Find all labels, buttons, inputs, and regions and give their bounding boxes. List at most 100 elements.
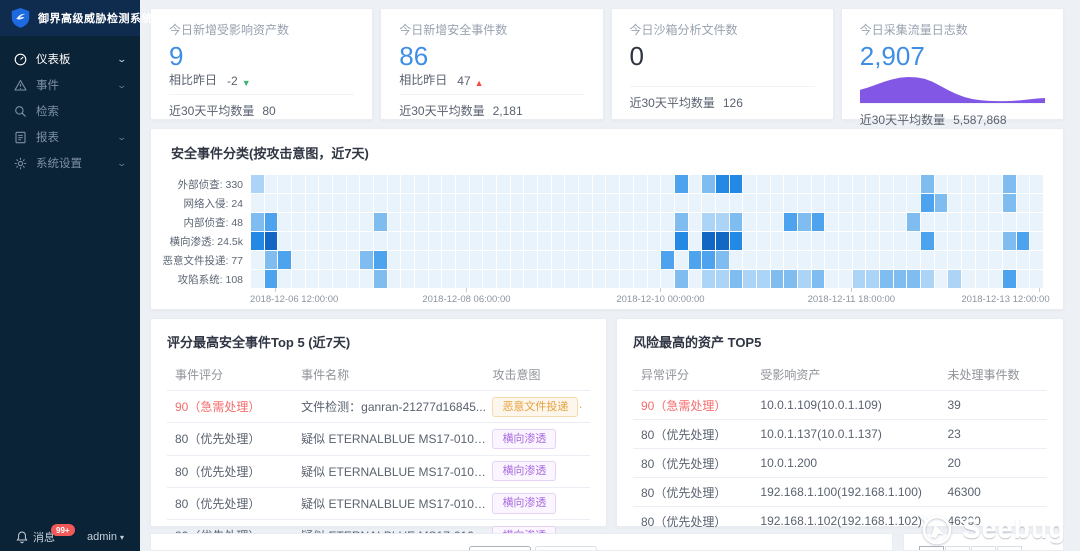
heatmap-cell	[674, 175, 688, 193]
compare-yesterday: 相比昨日 47 ▲	[399, 72, 484, 88]
heatmap-cell	[510, 175, 524, 193]
heatmap-cell	[264, 270, 278, 288]
heatmap-cell	[743, 194, 756, 212]
heatmap-cell	[305, 232, 319, 250]
heatmap-cell	[866, 251, 879, 269]
heatmap-cell	[606, 175, 620, 193]
heatmap-cell	[278, 270, 292, 288]
heatmap-cell	[825, 270, 838, 288]
heatmap-cell	[579, 251, 592, 269]
heatmap-cell	[688, 232, 702, 250]
heatmap-cell	[797, 194, 811, 212]
table-header-row: 异常评分 受影响资产 未处理事件数	[633, 361, 1047, 391]
heatmap-cell	[333, 175, 346, 193]
partial-pager-button[interactable]	[945, 546, 970, 550]
table-row[interactable]: 80（优先处理） 192.168.1.102(192.168.1.102) 4630…	[633, 507, 1047, 536]
heatmap-cell	[1030, 194, 1043, 212]
heatmap-cell	[633, 232, 647, 250]
bell-icon[interactable]	[16, 530, 28, 544]
partial-toggle-button[interactable]	[535, 546, 597, 550]
heatmap-cell	[278, 251, 292, 269]
heatmap-cell	[920, 232, 934, 250]
heatmap-cell	[510, 232, 524, 250]
heatmap-cell	[1016, 232, 1030, 250]
table-row[interactable]: 90（急需处理） 10.0.1.109(10.0.1.109) 39	[633, 391, 1047, 420]
table-row[interactable]: 80（优先处理） 疑似 ETERNALBLUE MS17-010 堆喷横向渗透	[167, 456, 590, 488]
sidebar-item-label: 系统设置	[36, 158, 82, 170]
heatmap-cell	[893, 232, 907, 250]
heatmap-cell	[579, 175, 592, 193]
table-cell: 46300	[947, 514, 981, 528]
table-row[interactable]: 80（优先处理） 疑似 ETERNALBLUE MS17-010 堆喷横向渗透	[167, 488, 590, 521]
heatmap-cell	[743, 232, 756, 250]
search-icon	[14, 105, 27, 118]
heatmap-cell	[1030, 213, 1043, 231]
heatmap-cell	[975, 175, 989, 193]
chevron-down-icon: ⌄	[116, 53, 128, 64]
table-row[interactable]: 80（优先处理） 10.0.1.200 20	[633, 449, 1047, 478]
heatmap-cell	[825, 251, 838, 269]
heatmap-cell	[770, 175, 784, 193]
partial-pager-button[interactable]	[997, 546, 1022, 550]
table-header: 未处理事件数	[947, 368, 1020, 382]
traffic-sparkline	[859, 71, 1045, 103]
sidebar-item-4[interactable]: 系统设置 ⌄	[0, 150, 140, 176]
sidebar-item-0[interactable]: 仪表板 ⌄	[0, 46, 140, 72]
heatmap-cell	[674, 232, 688, 250]
heatmap-cell	[729, 251, 743, 269]
table-row[interactable]: 80（优先处理） 192.168.1.100(192.168.1.100) 4630…	[633, 478, 1047, 507]
heatmap-row-label: 恶意文件投递: 77	[162, 255, 243, 267]
heatmap-cell	[879, 232, 893, 250]
stat-title: 今日新增受影响资产数	[169, 23, 290, 37]
heatmap-cell	[715, 194, 729, 212]
heatmap-cell	[1030, 175, 1043, 193]
table-cell: 46300	[947, 485, 981, 499]
heatmap-cell	[1002, 213, 1016, 231]
heatmap-cell	[702, 251, 715, 269]
sidebar-menu: 仪表板 ⌄ 事件 ⌄ 检索 报表 ⌄ 系统设置 ⌄	[0, 36, 140, 176]
app-logo-bar: 御界高级威胁检测系统	[0, 0, 153, 36]
messages-link[interactable]: 消息	[33, 532, 55, 544]
heatmap-cell	[838, 175, 852, 193]
partial-pager-button[interactable]	[919, 546, 944, 550]
stat-value: 86	[399, 41, 429, 71]
table-row[interactable]: 80（优先处理） 疑似 ETERNALBLUE MS17-010 Ec... 横向渗…	[167, 423, 590, 456]
partial-pager-button[interactable]	[971, 546, 996, 550]
heatmap-cell	[825, 175, 838, 193]
heatmap-cell	[387, 175, 401, 193]
heatmap-cell	[428, 270, 442, 288]
heatmap-cell	[715, 175, 729, 193]
sidebar-item-2[interactable]: 检索	[0, 98, 140, 124]
table-cell: 10.0.1.200	[760, 456, 818, 470]
heatmap-cell	[510, 194, 524, 212]
attack-intent-badge: 恶意文件投递	[492, 396, 579, 417]
heatmap-cell	[497, 232, 510, 250]
heatmap-card: 安全事件分类(按攻击意图，近7天) 外部侦查: 330 网络入侵: 24 内部侦查:…	[150, 128, 1064, 310]
settings-icon	[14, 157, 27, 170]
heatmap-cell	[360, 232, 374, 250]
stat-title: 今日采集流量日志数	[859, 23, 968, 37]
heatmap-cell	[442, 270, 456, 288]
user-menu[interactable]: admin ▾	[87, 531, 124, 543]
trend-down-icon: ▼	[241, 77, 251, 88]
sidebar-item-1[interactable]: 事件 ⌄	[0, 72, 140, 98]
heatmap-cell	[428, 232, 442, 250]
sidebar-item-3[interactable]: 报表 ⌄	[0, 124, 140, 150]
heatmap-cell	[633, 175, 647, 193]
heatmap-cell	[524, 194, 538, 212]
heatmap-cell	[975, 232, 989, 250]
heatmap-cell	[278, 232, 292, 250]
heatmap-cell	[852, 270, 866, 288]
partial-toggle-button[interactable]	[469, 546, 531, 550]
heatmap-cell	[469, 270, 483, 288]
heatmap-cell	[305, 194, 319, 212]
heatmap-cell	[797, 175, 811, 193]
table-row[interactable]: 90（急需处理） 文件检测：ganran-21277d16845... 恶意文件投递	[167, 391, 590, 424]
heatmap-cell	[551, 270, 565, 288]
heatmap-cell	[415, 175, 428, 193]
heatmap-cell	[415, 270, 428, 288]
table-row[interactable]: 80（优先处理） 10.0.1.137(10.0.1.137) 23	[633, 420, 1047, 449]
heatmap-cell	[975, 213, 989, 231]
heatmap-cell	[333, 251, 346, 269]
heatmap-cell	[961, 270, 975, 288]
